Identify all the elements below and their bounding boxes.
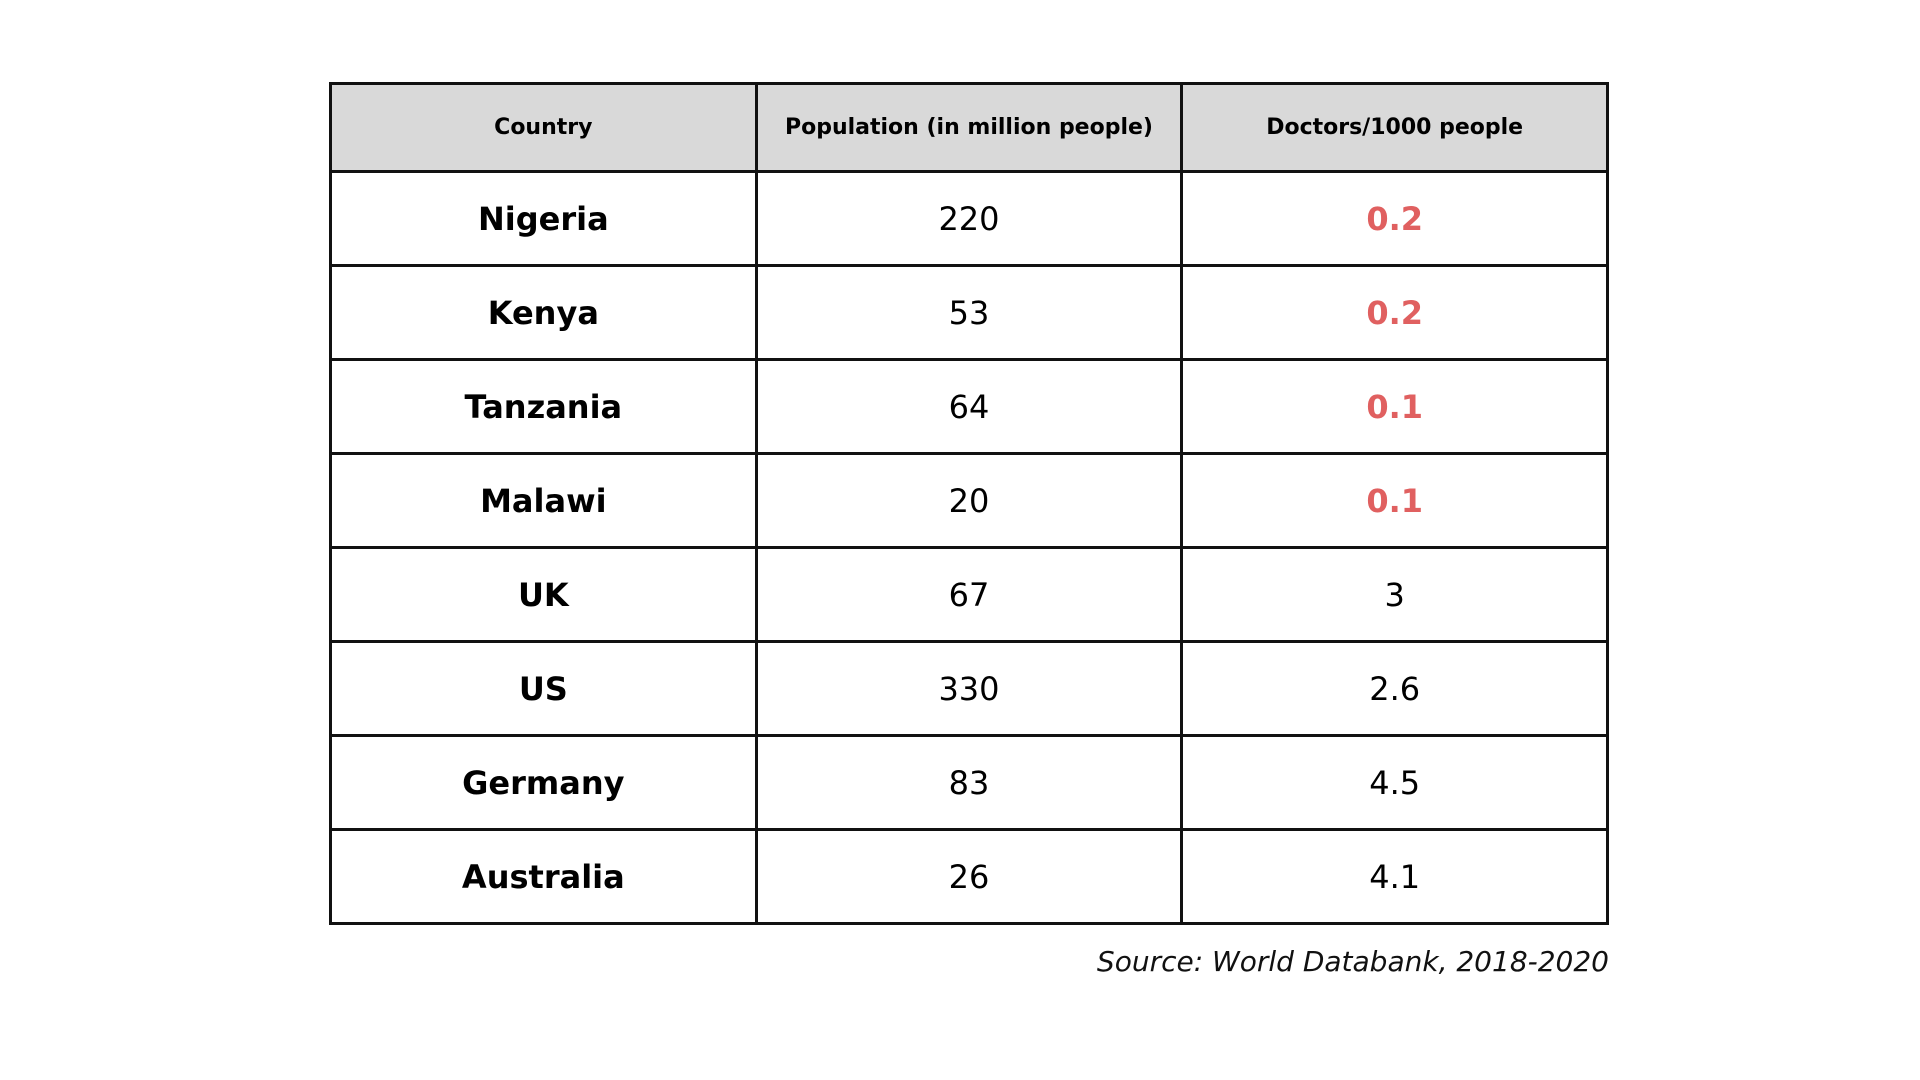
cell-population: 220 <box>754 170 1184 267</box>
cell-country: Tanzania <box>329 358 758 455</box>
table-row: Australia 26 4.1 <box>329 828 1609 925</box>
table-row: Malawi 20 0.1 <box>329 452 1609 549</box>
cell-doctors: 4.5 <box>1180 734 1609 831</box>
source-caption: Source: World Databank, 2018-2020 <box>1096 945 1609 978</box>
cell-doctors: 0.2 <box>1180 264 1609 361</box>
cell-population: 67 <box>754 546 1184 643</box>
table-row: US 330 2.6 <box>329 640 1609 737</box>
table-row: UK 67 3 <box>329 546 1609 643</box>
table-row: Germany 83 4.5 <box>329 734 1609 831</box>
cell-population: 26 <box>754 828 1184 925</box>
cell-country: US <box>329 640 758 737</box>
table-row: Tanzania 64 0.1 <box>329 358 1609 455</box>
cell-doctors: 3 <box>1180 546 1609 643</box>
cell-population: 330 <box>754 640 1184 737</box>
cell-country: UK <box>329 546 758 643</box>
cell-country: Germany <box>329 734 758 831</box>
cell-doctors: 0.2 <box>1180 170 1609 267</box>
table-body: Nigeria 220 0.2 Kenya 53 0.2 Tanzania 64 0.1 Mala… <box>329 170 1609 925</box>
cell-country: Kenya <box>329 264 758 361</box>
cell-doctors: 0.1 <box>1180 358 1609 455</box>
data-table-container: Country Population (in million people) D… <box>329 82 1609 925</box>
header-doctors: Doctors/1000 people <box>1180 82 1609 173</box>
table-header: Country Population (in million people) D… <box>329 82 1609 173</box>
header-population: Population (in million people) <box>754 82 1184 173</box>
cell-population: 20 <box>754 452 1184 549</box>
table-row: Nigeria 220 0.2 <box>329 170 1609 267</box>
cell-country: Australia <box>329 828 758 925</box>
cell-doctors: 4.1 <box>1180 828 1609 925</box>
cell-doctors: 2.6 <box>1180 640 1609 737</box>
cell-population: 83 <box>754 734 1184 831</box>
table-row: Kenya 53 0.2 <box>329 264 1609 361</box>
header-country: Country <box>329 82 758 173</box>
header-row: Country Population (in million people) D… <box>329 82 1609 173</box>
cell-country: Nigeria <box>329 170 758 267</box>
cell-population: 53 <box>754 264 1184 361</box>
cell-country: Malawi <box>329 452 758 549</box>
cell-doctors: 0.1 <box>1180 452 1609 549</box>
data-table: Country Population (in million people) D… <box>329 82 1609 925</box>
cell-population: 64 <box>754 358 1184 455</box>
